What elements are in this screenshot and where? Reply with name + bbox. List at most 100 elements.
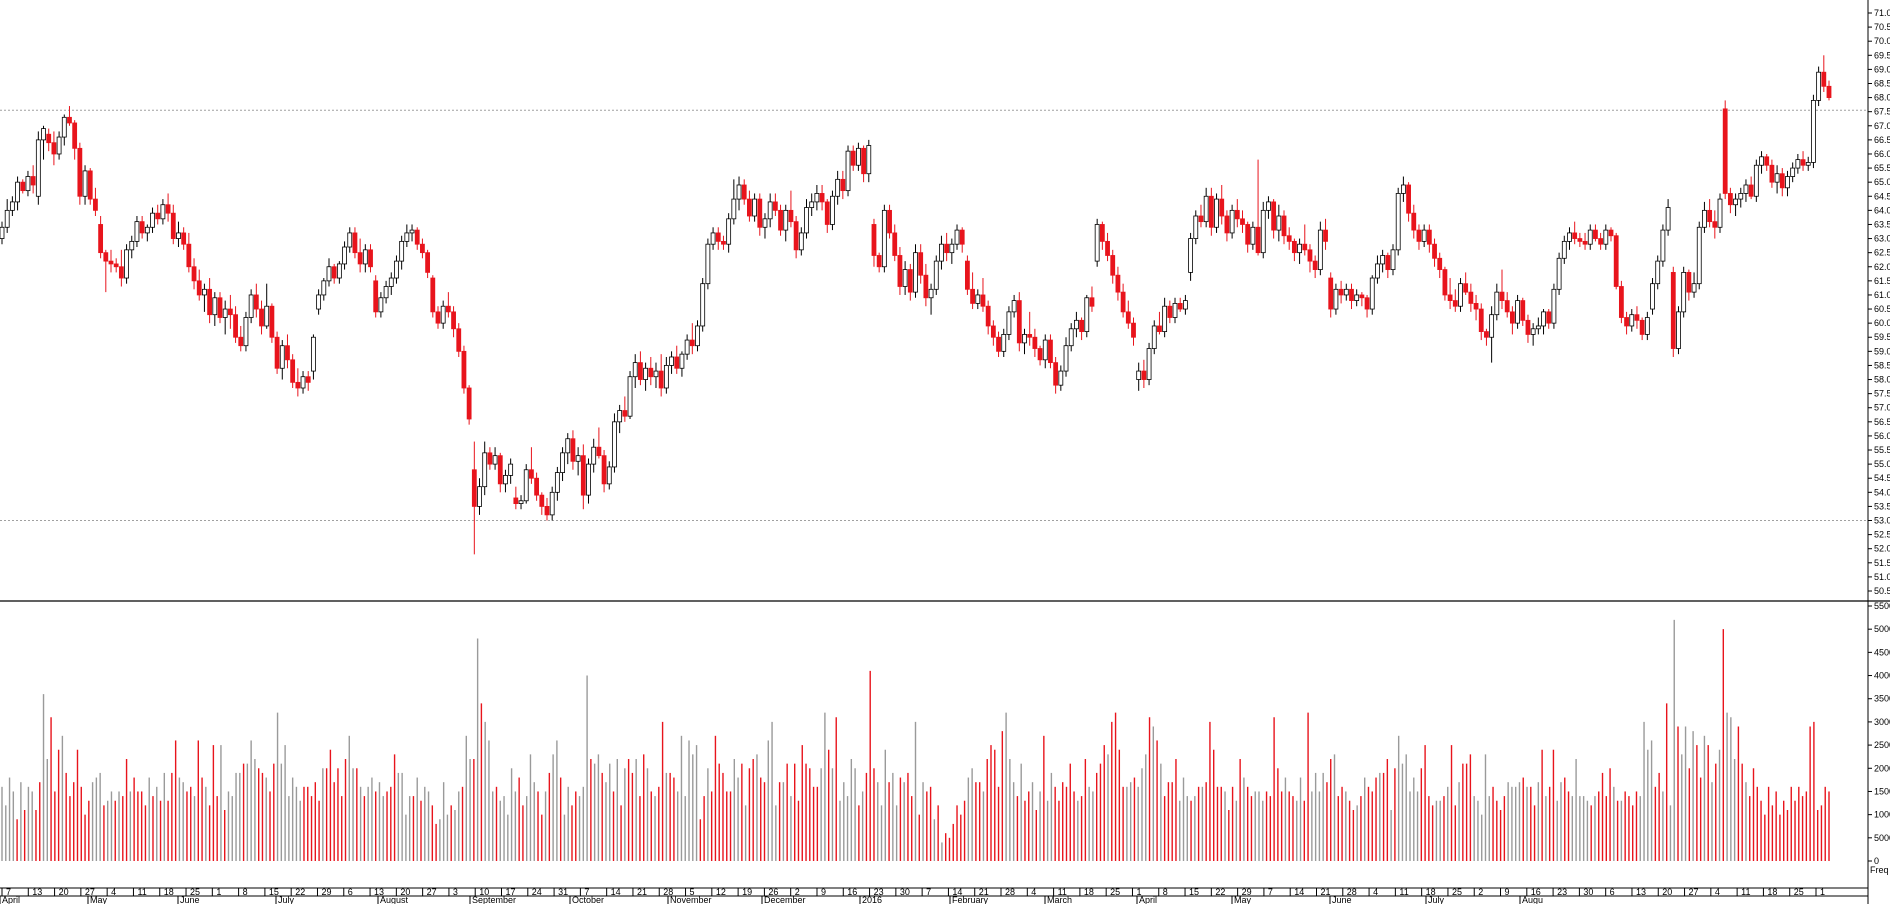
candlestick: [1769, 159, 1775, 188]
price-tick-label: 59.0: [1874, 346, 1890, 356]
candle-body: [939, 243, 944, 262]
day-label: 18: [1084, 887, 1094, 897]
candlestick: [170, 204, 176, 245]
date-axis: 7 13 20 27 4 11 18 25 1 8 15 22 29 6 13 20 27 3 10 17 24 31 7 1…: [0, 865, 1889, 905]
candle-body: [1572, 232, 1578, 239]
candlestick: [996, 331, 1001, 357]
candle-body: [1816, 71, 1822, 101]
candlestick: [1478, 303, 1484, 341]
candlestick: [1712, 210, 1718, 239]
day-label: 25: [190, 887, 200, 897]
candlestick: [497, 452, 503, 493]
month-label: December: [764, 895, 806, 904]
candlestick: [970, 272, 975, 310]
day-label: 5: [690, 887, 695, 897]
volume-tick-label: 40000: [1874, 671, 1890, 681]
candle-body: [1738, 193, 1744, 200]
candlestick: [15, 176, 20, 211]
day-label: 1: [216, 887, 221, 897]
candle-body: [1167, 305, 1173, 318]
candlestick: [222, 300, 228, 335]
candlestick: [518, 495, 524, 510]
candlestick: [352, 227, 358, 259]
candlestick: [617, 404, 623, 434]
candle-body: [482, 452, 488, 488]
candlestick: [1707, 199, 1713, 228]
candle-body: [1037, 348, 1043, 361]
candle-body: [586, 463, 591, 496]
candlestick: [357, 238, 363, 273]
candlestick: [721, 235, 726, 250]
candlestick: [1738, 187, 1744, 208]
candlestick: [601, 450, 607, 493]
candle-body: [420, 243, 425, 254]
candle-body: [1266, 201, 1271, 211]
candlestick: [648, 356, 654, 386]
day-label: 30: [900, 887, 910, 897]
price-tick-label: 61.0: [1874, 290, 1890, 300]
candle-body: [445, 305, 451, 313]
month-label: July: [278, 895, 295, 904]
candlestick: [881, 204, 887, 273]
price-tick-label: 66.0: [1874, 149, 1890, 159]
price-tick-label: 64.0: [1874, 205, 1890, 215]
volume-tick-label: 0: [1874, 856, 1879, 866]
candlestick: [1520, 297, 1526, 326]
candle-body: [1084, 297, 1090, 333]
price-tick-label: 66.5: [1874, 135, 1890, 145]
candle-body: [721, 240, 726, 245]
candle-body: [554, 472, 560, 493]
candlestick: [591, 438, 597, 473]
candlestick: [949, 238, 955, 264]
frequency-label: Freq: [1870, 865, 1889, 875]
candle-body: [1079, 319, 1084, 333]
candle-body: [1063, 345, 1069, 372]
candle-body: [1291, 240, 1297, 254]
candle-body: [67, 116, 72, 124]
candlestick: [1131, 317, 1136, 346]
candle-body: [1598, 238, 1604, 245]
candle-body: [378, 297, 384, 313]
candlestick: [233, 306, 238, 343]
candlestick: [1219, 184, 1225, 225]
candle-body: [1297, 243, 1302, 254]
candlestick: [425, 249, 431, 279]
candlestick: [394, 255, 399, 284]
candlestick: [466, 385, 472, 425]
candle-body: [1541, 311, 1546, 327]
candle-body: [1385, 255, 1391, 270]
candle-body: [1058, 370, 1064, 386]
candlestick: [726, 213, 732, 253]
candlestick: [1665, 199, 1671, 236]
candlestick: [108, 249, 114, 273]
candle-body: [1733, 198, 1738, 206]
candle-body: [1271, 201, 1277, 231]
candle-body: [1489, 314, 1495, 338]
candlestick: [93, 187, 98, 217]
candlestick: [1375, 255, 1380, 284]
candlestick: [61, 114, 67, 146]
candle-body: [1359, 294, 1365, 299]
candle-body: [1717, 198, 1723, 228]
candlestick: [1151, 320, 1157, 355]
candle-body: [1214, 198, 1219, 228]
candlestick: [695, 320, 700, 352]
candlestick: [1312, 255, 1318, 279]
candle-body: [139, 221, 145, 234]
candlestick: [1084, 294, 1090, 338]
price-tick-label: 63.5: [1874, 219, 1890, 229]
price-tick-label: 61.5: [1874, 276, 1890, 286]
candle-body: [394, 260, 399, 279]
candlestick: [990, 320, 996, 346]
candlestick: [300, 371, 306, 394]
day-label: 1: [1820, 887, 1825, 897]
candle-body: [715, 232, 721, 242]
candle-body: [1042, 339, 1048, 361]
candlestick: [627, 371, 633, 420]
candlestick: [1556, 252, 1562, 295]
candle-body: [508, 463, 514, 476]
candlestick: [1634, 306, 1640, 329]
candle-body: [1452, 300, 1458, 307]
candlestick: [809, 193, 815, 217]
